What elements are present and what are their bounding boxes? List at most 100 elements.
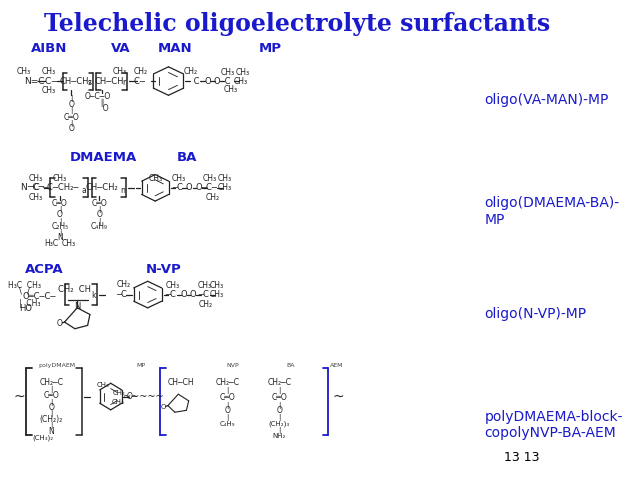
Text: VA: VA (111, 42, 131, 55)
Text: CH₃: CH₃ (148, 174, 163, 183)
Text: CH₃: CH₃ (218, 174, 232, 183)
Text: CH₂: CH₂ (199, 300, 213, 309)
Text: O═C─C─: O═C─C─ (22, 292, 56, 301)
Text: |: | (226, 387, 228, 395)
Text: HO: HO (19, 304, 33, 313)
Text: |: | (70, 120, 72, 127)
Text: O: O (57, 319, 63, 327)
Text: MAN: MAN (158, 42, 193, 55)
Text: NVP: NVP (227, 363, 239, 368)
Text: |: | (50, 399, 52, 406)
Text: |: | (50, 410, 52, 417)
Text: CH₂─C: CH₂─C (268, 378, 291, 387)
Text: MP: MP (136, 363, 145, 368)
Text: O: O (214, 77, 220, 85)
Text: N: N (49, 427, 54, 436)
Text: ~: ~ (333, 390, 344, 404)
Text: C═O: C═O (271, 393, 287, 402)
Text: NH₂: NH₂ (273, 433, 286, 439)
Text: CH₃: CH₃ (29, 193, 43, 202)
Text: |: | (59, 217, 61, 225)
Text: C: C (191, 77, 200, 85)
Text: BA: BA (177, 151, 197, 164)
Text: k: k (91, 291, 95, 300)
Text: CH₃: CH₃ (210, 281, 224, 289)
Text: O: O (225, 406, 230, 415)
Text: CH₂: CH₂ (116, 280, 131, 288)
Text: ACPA: ACPA (25, 263, 63, 276)
Text: CH₂─C: CH₂─C (216, 378, 239, 387)
Text: 13 13: 13 13 (504, 451, 540, 464)
Text: CH₂─C: CH₂─C (39, 378, 63, 387)
Text: N: N (57, 233, 63, 242)
Text: O: O (276, 406, 282, 415)
Text: DMAEMA: DMAEMA (70, 151, 137, 164)
Text: CH₂: CH₂ (205, 193, 220, 202)
Text: O: O (204, 77, 211, 85)
Text: (CH₂)₃: (CH₂)₃ (269, 421, 290, 427)
Text: O: O (48, 403, 54, 412)
Text: |: | (278, 402, 280, 408)
Text: CH₃: CH₃ (220, 68, 234, 77)
Text: Telechelic oligoelectrolyte surfactants: Telechelic oligoelectrolyte surfactants (44, 12, 550, 36)
Text: C₂H₅: C₂H₅ (51, 222, 68, 231)
Text: CH₃: CH₃ (203, 174, 217, 183)
Text: |: | (278, 427, 280, 434)
Text: CH₃: CH₃ (17, 67, 31, 76)
Text: |: | (278, 387, 280, 395)
Text: ~~~~~: ~~~~~ (124, 392, 164, 402)
Text: C₄H₉: C₄H₉ (220, 421, 235, 427)
Text: ─C: ─C (198, 290, 209, 299)
Text: |: | (226, 402, 228, 408)
Text: ║: ║ (96, 99, 105, 107)
Text: CH₃: CH₃ (113, 67, 127, 76)
Text: CH₃: CH₃ (111, 399, 124, 405)
Text: N=C: N=C (24, 77, 45, 85)
Text: ~: ~ (13, 390, 25, 404)
Text: |  CH₃: | CH₃ (19, 299, 41, 308)
Text: O: O (195, 183, 202, 192)
Text: ─C: ─C (116, 290, 127, 299)
Text: O: O (98, 104, 109, 113)
Text: N  C: N C (20, 183, 40, 192)
Text: H₃C: H₃C (44, 240, 58, 248)
Text: polyDMAEM: polyDMAEM (38, 363, 76, 368)
Text: CH₃: CH₃ (172, 174, 186, 183)
Text: CH₃: CH₃ (29, 174, 43, 183)
Text: C═O: C═O (92, 199, 107, 208)
Text: CH₃: CH₃ (166, 281, 180, 289)
Text: C═O: C═O (44, 391, 59, 400)
Text: CH─CH: CH─CH (94, 77, 124, 85)
Text: N: N (74, 302, 81, 311)
Text: O: O (161, 404, 166, 409)
Text: |: | (98, 206, 100, 213)
Text: CH₂: CH₂ (184, 67, 198, 76)
Text: AEM: AEM (330, 363, 344, 368)
Text: AIBN: AIBN (31, 42, 68, 55)
Text: |: | (50, 386, 52, 393)
Text: O: O (96, 210, 102, 219)
Text: C═O: C═O (52, 199, 68, 208)
Text: |: | (59, 229, 61, 236)
Text: |: | (98, 217, 100, 225)
Text: C═O: C═O (63, 113, 79, 121)
Text: C═O: C═O (220, 393, 236, 402)
Text: O: O (57, 210, 63, 219)
Text: ─C: ─C (172, 183, 182, 192)
Text: O: O (68, 100, 74, 109)
Text: |: | (50, 422, 52, 430)
Text: |: | (70, 108, 72, 114)
Text: |: | (226, 414, 228, 421)
Text: H₃C  CH₃: H₃C CH₃ (8, 281, 40, 289)
Text: O─: O─ (127, 392, 138, 401)
Text: s: s (88, 78, 92, 87)
Text: n: n (120, 186, 125, 195)
Text: BA: BA (287, 363, 295, 368)
Text: \  /: \ / (19, 286, 29, 295)
Text: |: | (70, 95, 72, 102)
Text: CH₃: CH₃ (218, 183, 232, 192)
Text: (CH₂)₂: (CH₂)₂ (40, 415, 63, 424)
Text: CH₂: CH₂ (113, 390, 125, 396)
Text: CH₃: CH₃ (53, 174, 67, 183)
Text: CH₃: CH₃ (236, 68, 250, 77)
